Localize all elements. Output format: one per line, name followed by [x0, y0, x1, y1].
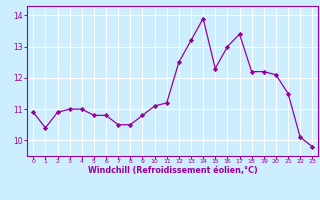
X-axis label: Windchill (Refroidissement éolien,°C): Windchill (Refroidissement éolien,°C) — [88, 166, 258, 175]
